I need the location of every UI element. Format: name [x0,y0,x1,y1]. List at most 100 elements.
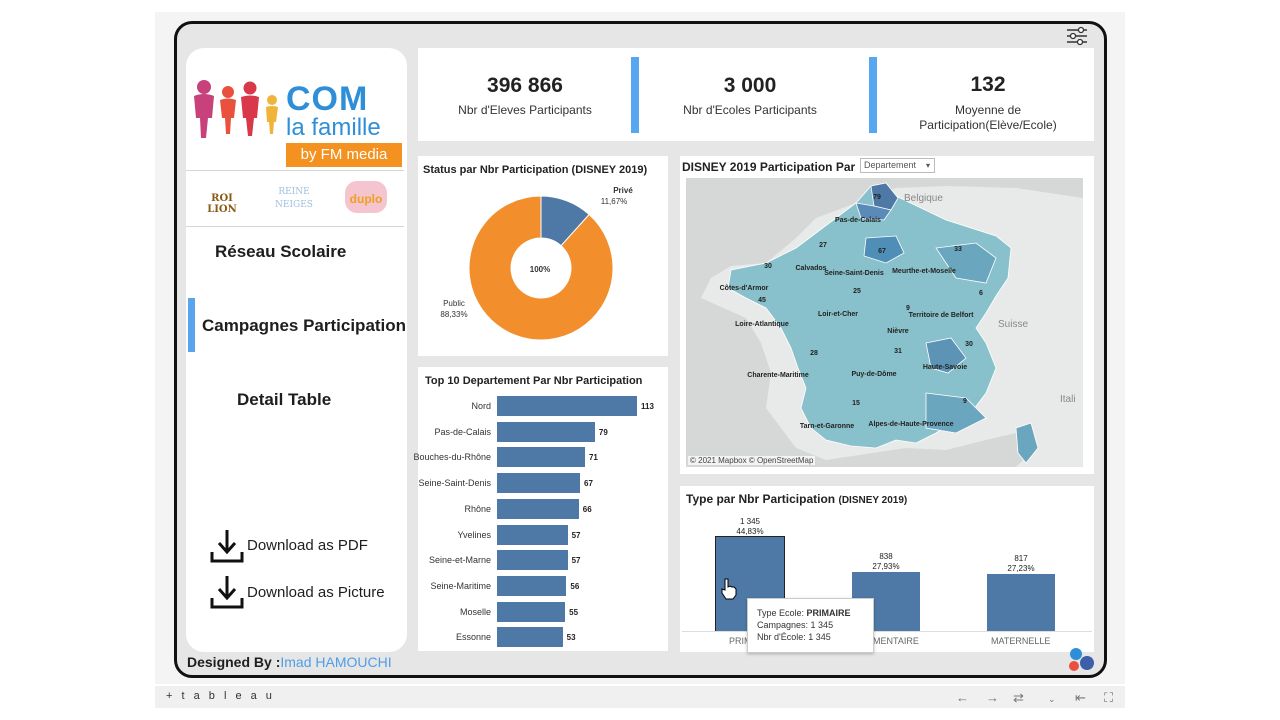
top10-bar-value: 71 [588,453,598,463]
top10-bar[interactable] [497,575,567,596]
download-picture-link[interactable]: Download as Picture [247,584,385,601]
type-axis-label-primaire: PRIM [729,636,752,646]
map-value-label: 27 [819,242,827,249]
nav-active-indicator [188,298,195,352]
top10-bar-value: 66 [582,504,592,514]
map-value-label: 6 [979,290,983,297]
map-department-label: Loir-et-Cher [818,311,858,318]
map-value-label: 45 [758,297,766,304]
download-pdf-link[interactable]: Download as PDF [247,537,368,554]
kpi-separator [869,57,877,133]
bar-tooltip: Type Ecole: PRIMAIRE Campagnes: 1 345 Nb… [747,598,874,653]
more-chevron-icon[interactable]: ⌄ [1048,694,1056,704]
top10-bar[interactable] [497,421,595,442]
tableau-brand[interactable]: + t a b l e a u [166,690,275,702]
type-bar-labels: 817 27,23% [987,554,1055,574]
brand-corner-logo-icon [1069,648,1094,671]
designed-by-author[interactable]: Imad HAMOUCHI [280,654,392,670]
undo-icon[interactable]: ← [956,690,969,705]
top10-category-label: Seine-Saint-Denis [418,478,491,489]
donut-center-label: 100% [530,265,550,274]
top10-bar-value: 55 [569,607,579,617]
brand-duplo-logo-bg [345,181,387,213]
region-pas-de-calais[interactable] [855,202,892,221]
top10-bar[interactable] [497,601,566,622]
filter-settings-icon[interactable] [1066,26,1088,46]
region-corse[interactable] [1015,422,1039,464]
type-bar-maternelle[interactable] [987,573,1055,631]
region-rhone-alpes[interactable] [925,337,967,374]
download-icon[interactable] [210,528,244,564]
top10-bar[interactable] [497,524,568,545]
kpi-eleves-value: 396 866 [487,74,563,97]
logo-famille-text: la famille [286,114,381,141]
redo-icon[interactable]: → [986,690,999,705]
brand-reine-neiges-logo: REINE NEIGES [275,187,313,210]
kpi-ecoles-value: 3 000 [723,74,777,97]
type-bar-percent: 44,83% [736,527,764,536]
top10-bar[interactable] [497,447,585,468]
tooltip-ecole-label: Nbr d'École: [757,632,806,642]
map-department-label: Territoire de Belfort [909,312,974,319]
kpi-strip [418,48,1094,141]
type-bar-value: 1 345 [739,517,761,526]
tooltip-row-type: Type Ecole: PRIMAIRE [757,607,873,619]
sidebar-divider [186,170,404,171]
map-value-label: 30 [764,263,772,270]
revert-icon[interactable]: ⇄ [1013,690,1024,705]
donut-slice-public[interactable] [468,195,614,341]
top10-category-label: Moselle [459,606,491,617]
nav-detail-table[interactable]: Detail Table [237,390,332,409]
brand-roi-lion-logo: ROI LION [207,193,237,215]
map-department-label: Charente-Maritime [747,372,809,379]
top10-bar[interactable] [497,498,579,519]
fullscreen-icon[interactable]: ⛶ [1104,690,1114,705]
map-department-label: Calvados [795,265,826,272]
top10-bar-value: 113 [641,402,654,411]
region-grand-est[interactable] [935,242,997,284]
reset-icon[interactable]: ⇤ [1075,690,1086,705]
type-bar-labels: 1 345 44,83% [716,517,784,537]
top10-category-label: Essonne [455,632,491,643]
top10-bar[interactable] [497,396,637,416]
map-value-label: 9 [963,398,967,405]
top10-bar[interactable] [497,473,580,494]
type-panel-title-main: Type par Nbr Participation [686,492,836,506]
top10-category-label: Pas-de-Calais [434,426,491,437]
kpi-moyenne-label-2: Participation(Elève/Ecole) [919,118,1057,132]
france-map[interactable]: Pas-de-Calais Calvados Seine-Saint-Denis Me… [686,178,1083,467]
map-credit: © 2021 Mapbox © OpenStreetMap [688,456,816,465]
region-ile-de-france[interactable] [863,235,905,264]
map-value-label: 25 [853,288,861,295]
tooltip-type-value: PRIMAIRE [806,608,851,618]
map-department-label: Meurthe-et-Moselle [892,268,956,275]
slice-public-name: Public [443,299,465,308]
map-value-label: 28 [810,350,818,357]
top10-bar[interactable] [497,550,568,571]
logo-by-text: by FM media [286,143,402,167]
map-country-label: Itali [1060,394,1076,405]
top10-category-label: Yvelines [457,529,491,540]
download-icon[interactable] [210,574,244,610]
top10-bar[interactable] [497,627,563,648]
map-value-label: 33 [954,246,962,253]
type-bar-value: 817 [1014,553,1028,563]
region-nord[interactable] [870,182,899,211]
type-bar-percent: 27,93% [872,562,900,572]
region-paca[interactable] [925,392,987,434]
tooltip-row-ecole: Nbr d'École: 1 345 [757,631,873,643]
kpi-ecoles-label: Nbr d'Ecoles Participants [683,103,817,117]
tooltip-campagnes-label: Campagnes: [757,620,809,630]
type-bar-percent: 27,23% [1007,563,1035,573]
nav-campagnes-participation[interactable]: Campagnes Participation [202,316,407,335]
map-value-label: 79 [873,194,881,201]
map-sea-north-west [686,178,1083,467]
map-dimension-dropdown[interactable]: Departement ▾ [860,158,935,173]
chevron-down-icon: ▾ [925,161,930,170]
type-axis-label-elementaire: MENTAIRE [873,636,919,646]
nav-reseau-scolaire[interactable]: Réseau Scolaire [215,242,347,261]
top10-category-label: Nord [471,401,491,411]
top10-bar-value: 79 [598,427,608,437]
map-value-label: 31 [894,348,902,355]
